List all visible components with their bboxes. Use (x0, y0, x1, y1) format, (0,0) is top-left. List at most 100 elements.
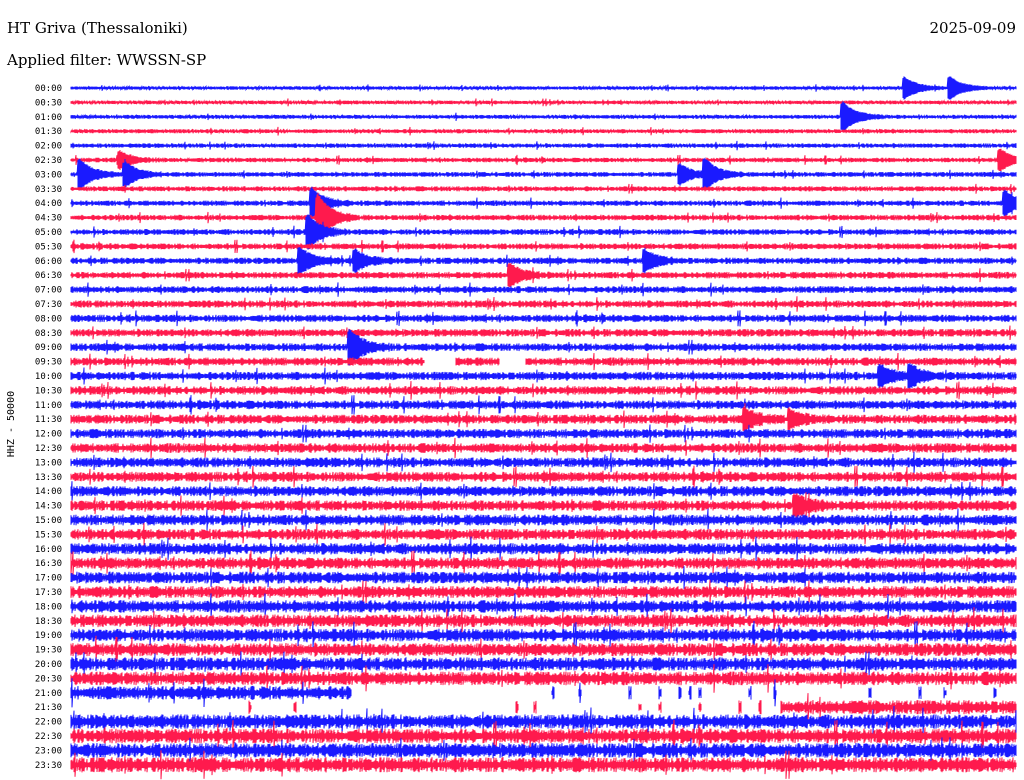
trace-0130 (70, 126, 1017, 136)
trace-0630 (70, 262, 1017, 288)
trace-2330 (70, 750, 1017, 780)
row-label: 05:00 (35, 228, 62, 238)
trace-1630 (70, 550, 1017, 577)
y-axis-label: HHZ - 50000 (6, 391, 17, 457)
trace-0230 (70, 148, 1017, 172)
trace-2230 (70, 719, 1017, 753)
row-label: 10:00 (35, 372, 62, 382)
trace-0930 (70, 352, 1017, 371)
row-label: 19:00 (35, 631, 62, 641)
row-label: 02:00 (35, 142, 62, 152)
row-label: 15:00 (35, 516, 62, 526)
row-label: 16:30 (35, 559, 62, 569)
trace-0900 (70, 328, 1017, 366)
row-label: 21:30 (35, 703, 62, 713)
row-label: 08:00 (35, 314, 62, 324)
row-label: 22:00 (35, 718, 62, 728)
row-label: 18:30 (35, 617, 62, 627)
trace-1100 (70, 395, 1017, 415)
trace-1000 (70, 362, 1017, 390)
row-label: 09:00 (35, 343, 62, 353)
trace-1900 (70, 620, 1017, 650)
row-label: 20:30 (35, 674, 62, 684)
trace-1530 (70, 523, 1017, 546)
trace-1830 (70, 607, 1017, 635)
trace-0600 (70, 247, 1017, 275)
trace-0700 (70, 282, 1017, 297)
row-label-group: 00:00 00:30 01:00 01:30 02:00 02:30 03:00 03:30… (35, 84, 62, 771)
trace-2300 (70, 737, 1017, 764)
trace-1130 (70, 403, 1017, 436)
row-label: 23:30 (35, 761, 62, 771)
trace-2100 (70, 678, 997, 708)
trace-1930 (70, 635, 1017, 664)
row-label: 03:00 (35, 170, 62, 180)
trace-1800 (70, 593, 1017, 620)
row-label: 01:30 (35, 127, 62, 137)
trace-0330 (70, 183, 1017, 194)
trace-1030 (70, 381, 1017, 400)
trace-1200 (70, 424, 1017, 443)
row-label: 18:00 (35, 602, 62, 612)
trace-0100 (70, 101, 1017, 133)
trace-0030 (70, 98, 1017, 107)
trace-1230 (70, 437, 1017, 459)
trace-1500 (70, 508, 1017, 532)
trace-0730 (70, 296, 1017, 312)
row-label: 19:30 (35, 646, 62, 656)
row-label: 15:30 (35, 530, 62, 540)
row-label: 06:30 (35, 271, 62, 281)
row-label: 05:30 (35, 242, 62, 252)
trace-0830 (70, 325, 1017, 341)
row-label: 13:00 (35, 458, 62, 468)
trace-1300 (70, 451, 1017, 474)
row-label: 03:30 (35, 185, 62, 195)
trace-0500 (70, 214, 1017, 250)
row-label: 23:00 (35, 746, 62, 756)
row-label: 12:00 (35, 430, 62, 440)
row-label: 07:30 (35, 300, 62, 310)
date-label: 2025-09-09 (929, 19, 1016, 37)
row-label: 00:00 (35, 84, 62, 94)
row-label: 14:00 (35, 487, 62, 497)
row-label: 21:00 (35, 689, 62, 699)
row-label: 09:30 (35, 358, 62, 368)
row-label: 17:30 (35, 588, 62, 598)
row-label: 16:00 (35, 545, 62, 555)
row-label: 20:00 (35, 660, 62, 670)
trace-1430 (70, 492, 1017, 520)
trace-0430 (70, 192, 1017, 243)
row-label: 11:00 (35, 401, 62, 411)
trace-0400 (70, 186, 1017, 220)
trace-0000 (70, 76, 1017, 100)
trace-0530 (70, 239, 1017, 254)
trace-0300 (70, 157, 1017, 191)
row-label: 13:30 (35, 473, 62, 483)
row-label: 04:00 (35, 199, 62, 209)
row-label: 01:00 (35, 113, 62, 123)
trace-2200 (70, 705, 1017, 738)
row-label: 11:30 (35, 415, 62, 425)
row-label: 04:30 (35, 214, 62, 224)
row-label: 06:00 (35, 257, 62, 267)
row-label: 17:00 (35, 574, 62, 584)
trace-1400 (70, 481, 1017, 502)
trace-2000 (70, 651, 1017, 677)
trace-1600 (70, 536, 1017, 562)
row-label: 22:30 (35, 732, 62, 742)
row-label: 12:30 (35, 444, 62, 454)
filter-label: Applied filter: WWSSN-SP (7, 51, 207, 69)
station-title: HT Griva (Thessaloniki) (7, 19, 188, 37)
trace-0800 (70, 310, 1017, 327)
trace-1330 (70, 465, 1017, 488)
trace-1700 (70, 566, 1017, 589)
trace-2130 (248, 693, 1017, 722)
row-label: 10:30 (35, 386, 62, 396)
row-label: 02:30 (35, 156, 62, 166)
row-label: 07:00 (35, 286, 62, 296)
trace-group (70, 76, 1017, 780)
row-label: 00:30 (35, 98, 62, 108)
trace-0200 (70, 140, 1017, 151)
row-label: 14:30 (35, 502, 62, 512)
